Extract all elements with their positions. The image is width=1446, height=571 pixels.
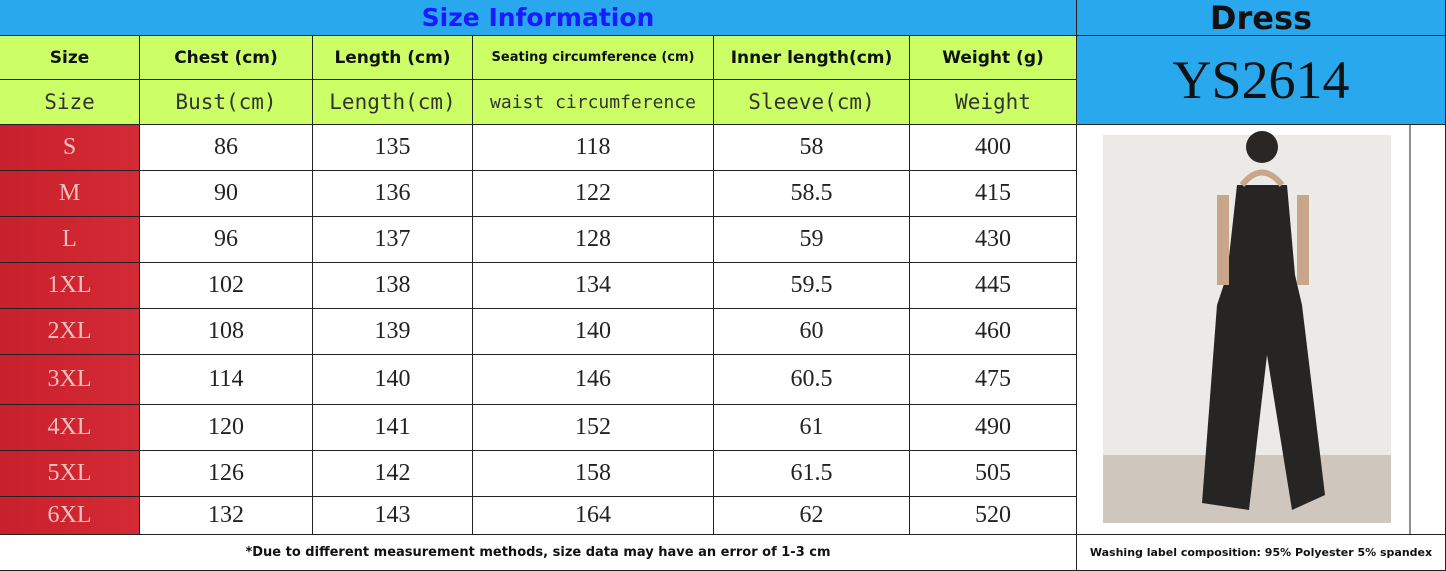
column-subheader: Sleeve(cm): [714, 80, 910, 125]
size-cell: L: [0, 217, 140, 263]
column-header: Weight (g): [910, 36, 1077, 80]
size-cell: 1XL: [0, 263, 140, 309]
value-cell: 140: [313, 355, 473, 405]
value-cell: 140: [473, 309, 714, 355]
value-cell: 146: [473, 355, 714, 405]
column-header: Size: [0, 36, 140, 80]
value-cell: 60.5: [714, 355, 910, 405]
value-cell: 126: [140, 451, 313, 497]
size-cell: 6XL: [0, 497, 140, 535]
value-cell: 134: [473, 263, 714, 309]
value-cell: 60: [714, 309, 910, 355]
value-cell: 137: [313, 217, 473, 263]
footnote: *Due to different measurement methods, s…: [0, 535, 1077, 571]
value-cell: 138: [313, 263, 473, 309]
photo-panel: [1077, 125, 1446, 535]
value-cell: 128: [473, 217, 714, 263]
value-cell: 415: [910, 171, 1077, 217]
value-cell: 108: [140, 309, 313, 355]
value-cell: 61: [714, 405, 910, 451]
value-cell: 114: [140, 355, 313, 405]
value-cell: 430: [910, 217, 1077, 263]
value-cell: 118: [473, 125, 714, 171]
column-header: Seating circumference (cm): [473, 36, 714, 80]
value-cell: 505: [910, 451, 1077, 497]
product-photo: [1103, 125, 1411, 534]
value-cell: 460: [910, 309, 1077, 355]
value-cell: 164: [473, 497, 714, 535]
value-cell: 86: [140, 125, 313, 171]
size-cell: 4XL: [0, 405, 140, 451]
value-cell: 59.5: [714, 263, 910, 309]
product-code: YS2614: [1077, 36, 1446, 125]
value-cell: 475: [910, 355, 1077, 405]
value-cell: 139: [313, 309, 473, 355]
washing-label: Washing label composition: 95% Polyester…: [1077, 535, 1446, 571]
value-cell: 122: [473, 171, 714, 217]
value-cell: 143: [313, 497, 473, 535]
value-cell: 520: [910, 497, 1077, 535]
column-subheader: Length(cm): [313, 80, 473, 125]
value-cell: 158: [473, 451, 714, 497]
size-cell: 2XL: [0, 309, 140, 355]
table-title: Size Information: [0, 0, 1077, 36]
value-cell: 58.5: [714, 171, 910, 217]
size-cell: 3XL: [0, 355, 140, 405]
value-cell: 142: [313, 451, 473, 497]
column-header: Length (cm): [313, 36, 473, 80]
value-cell: 61.5: [714, 451, 910, 497]
column-subheader: Bust(cm): [140, 80, 313, 125]
value-cell: 120: [140, 405, 313, 451]
side-title: Dress: [1077, 0, 1446, 36]
value-cell: 490: [910, 405, 1077, 451]
value-cell: 62: [714, 497, 910, 535]
value-cell: 90: [140, 171, 313, 217]
value-cell: 141: [313, 405, 473, 451]
value-cell: 400: [910, 125, 1077, 171]
value-cell: 132: [140, 497, 313, 535]
value-cell: 102: [140, 263, 313, 309]
value-cell: 445: [910, 263, 1077, 309]
size-cell: S: [0, 125, 140, 171]
value-cell: 152: [473, 405, 714, 451]
value-cell: 135: [313, 125, 473, 171]
value-cell: 96: [140, 217, 313, 263]
value-cell: 58: [714, 125, 910, 171]
value-cell: 59: [714, 217, 910, 263]
column-subheader: Size: [0, 80, 140, 125]
size-cell: 5XL: [0, 451, 140, 497]
column-subheader: Weight: [910, 80, 1077, 125]
column-subheader: waist circumference: [473, 80, 714, 125]
column-header: Inner length(cm): [714, 36, 910, 80]
column-header: Chest (cm): [140, 36, 313, 80]
value-cell: 136: [313, 171, 473, 217]
size-cell: M: [0, 171, 140, 217]
